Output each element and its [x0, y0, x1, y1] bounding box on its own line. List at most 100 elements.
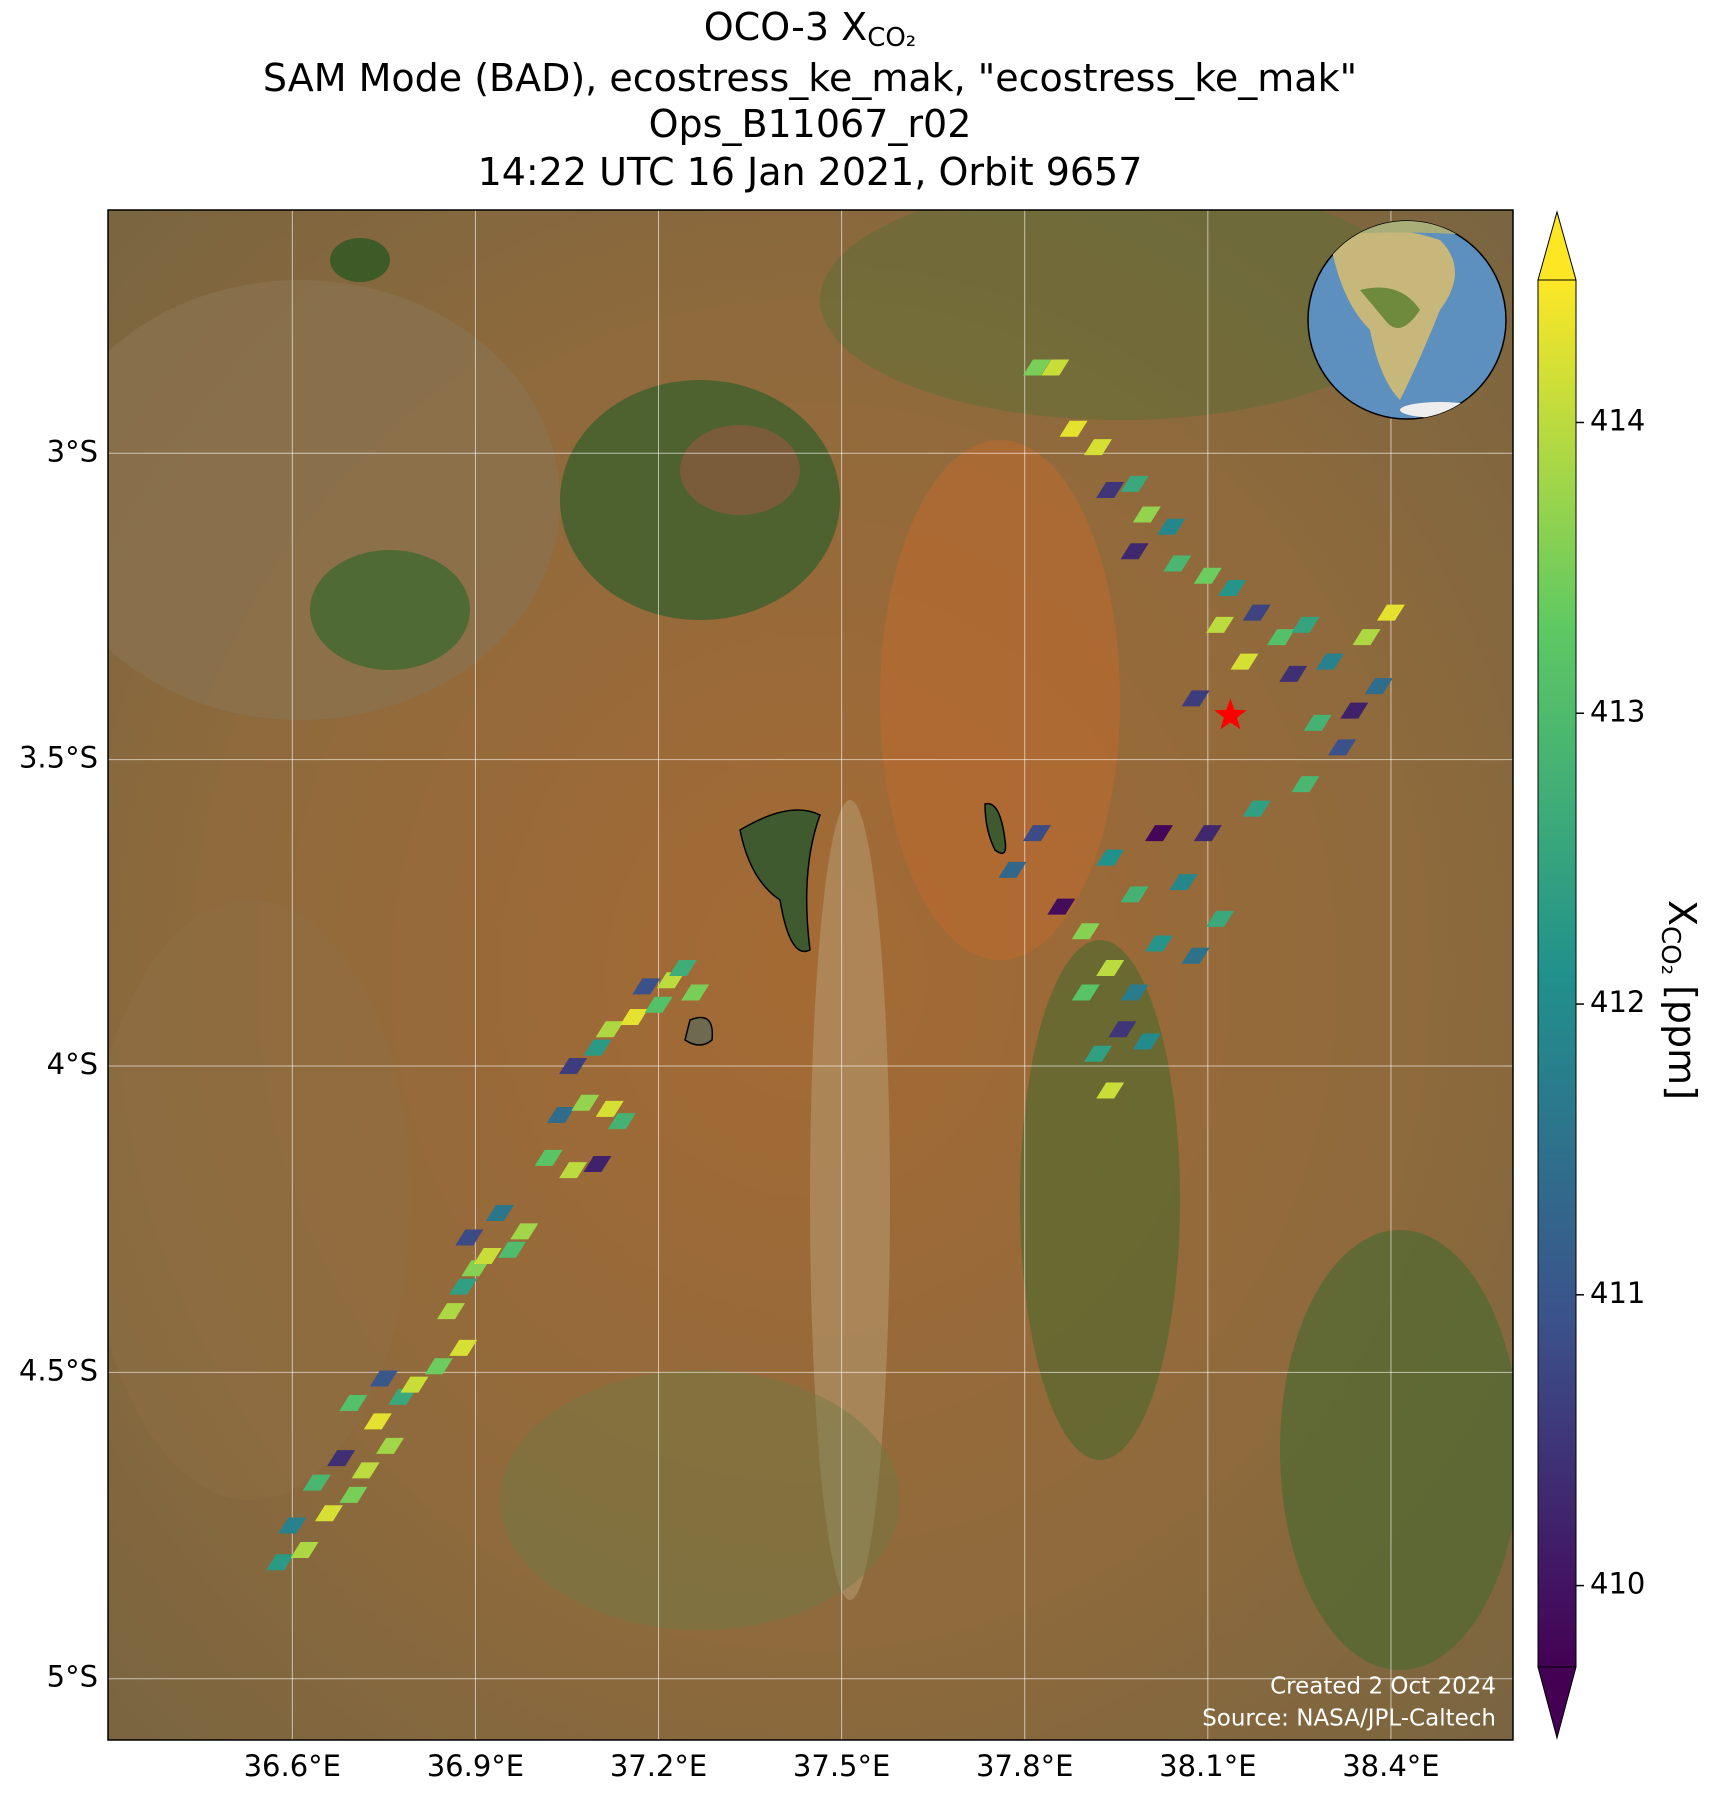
sounding [314, 1505, 343, 1522]
sounding [290, 1542, 319, 1559]
sounding [1181, 690, 1210, 707]
annotation: Created 2 Oct 2024 [1270, 1674, 1496, 1700]
sounding [1145, 825, 1174, 842]
sounding [1096, 482, 1125, 499]
sounding [1059, 420, 1088, 437]
sounding [620, 1008, 649, 1025]
sounding [1242, 604, 1271, 621]
sounding [461, 1260, 490, 1277]
sounding [546, 1107, 575, 1124]
sounding [388, 1388, 417, 1405]
sounding [1120, 475, 1149, 492]
sounding [1193, 567, 1222, 584]
sounding [1022, 825, 1051, 842]
title-text: OCO-3 X [704, 5, 867, 49]
sounding [375, 1437, 404, 1454]
colorbar-label: XCO₂ [ppm] [1656, 900, 1705, 1100]
sounding [510, 1223, 539, 1240]
sounding [632, 978, 661, 995]
sounding [998, 861, 1027, 878]
title-line: 14:22 UTC 16 Jan 2021, Orbit 9657 [478, 150, 1143, 194]
sounding [498, 1241, 527, 1258]
sounding [363, 1413, 392, 1430]
y-tick-label: 3°S [47, 434, 98, 468]
colorbar-label-subscript: CO₂ [1656, 926, 1686, 975]
title-line: Ops_B11067_r02 [649, 102, 972, 146]
sounding [1340, 702, 1369, 719]
y-tick-label: 4°S [47, 1047, 98, 1081]
sounding [1022, 359, 1051, 376]
sounding [559, 1162, 588, 1179]
title-text: Ops_B11067_r02 [649, 102, 972, 146]
colorbar-tick-label: 411 [1590, 1276, 1645, 1310]
title-text: 14:22 UTC 16 Jan 2021, Orbit 9657 [478, 150, 1143, 194]
grid [108, 210, 1513, 1740]
x-tick-label: 37.2°E [610, 1749, 707, 1783]
sounding [668, 959, 697, 976]
colorbar-extend-max [1537, 210, 1577, 281]
x-tick-label: 36.6°E [244, 1749, 341, 1783]
x-tick-label: 37.5°E [793, 1749, 890, 1783]
x-tick-label: 36.9°E [427, 1749, 524, 1783]
sounding [339, 1394, 368, 1411]
colorbar-tick-label: 413 [1590, 694, 1645, 728]
sounding [1315, 653, 1344, 670]
sounding [327, 1450, 356, 1467]
sounding [1096, 849, 1125, 866]
sounding [1218, 580, 1247, 597]
colorbar-tick-label: 410 [1590, 1567, 1645, 1601]
title-subscript: CO₂ [867, 23, 916, 53]
sounding [595, 1100, 624, 1117]
plot-frame [107, 209, 1514, 1741]
sounding [278, 1517, 307, 1534]
colorbar-label-symbol: X [1661, 900, 1705, 926]
sounding [583, 1039, 612, 1056]
sounding [1352, 629, 1381, 646]
sounding [369, 1370, 398, 1387]
sounding [351, 1462, 380, 1479]
sounding [424, 1358, 453, 1375]
target-marker [1214, 698, 1247, 730]
sounding [1083, 1045, 1112, 1062]
x-tick-label: 38.1°E [1159, 1749, 1256, 1783]
sounding [1083, 439, 1112, 456]
y-tick-label: 4.5°S [19, 1353, 98, 1387]
sounding [681, 984, 710, 1001]
y-tick-label: 5°S [47, 1660, 98, 1694]
axes: 36.6°E 36.9°E 37.2°E 37.5°E 37.8°E 38.1°E 38.4… [19, 434, 1440, 1783]
title-line: OCO-3 XCO₂ [704, 5, 916, 53]
colorbar [1537, 279, 1577, 1668]
title-line: SAM Mode (BAD), ecostress_ke_mak, "ecost… [263, 56, 1357, 100]
y-tick-label: 3.5°S [19, 741, 98, 775]
sounding [1291, 776, 1320, 793]
annotation: Source: NASA/JPL-Caltech [1202, 1706, 1496, 1732]
sounding [1230, 653, 1259, 670]
sounding [339, 1486, 368, 1503]
sounding [449, 1339, 478, 1356]
sounding [302, 1474, 331, 1491]
basemap [108, 210, 1513, 1740]
sounding [1041, 359, 1070, 376]
sounding [559, 1057, 588, 1074]
sounding [1267, 629, 1296, 646]
sounding [485, 1205, 514, 1222]
sounding [1328, 739, 1357, 756]
sounding [1303, 714, 1332, 731]
sounding [595, 1021, 624, 1038]
sounding [1145, 935, 1174, 952]
sounding [607, 1113, 636, 1130]
sounding [1071, 984, 1100, 1001]
sounding [455, 1229, 484, 1246]
colorbar-tick-label: 414 [1590, 403, 1645, 437]
x-tick-label: 37.8°E [976, 1749, 1073, 1783]
data-layer [266, 359, 1405, 1571]
sounding [449, 1278, 478, 1295]
sounding [656, 972, 685, 989]
sounding [1376, 604, 1405, 621]
sounding [1096, 959, 1125, 976]
sounding [400, 1376, 429, 1393]
sounding [1071, 923, 1100, 940]
sounding [1163, 555, 1192, 572]
sounding [644, 996, 673, 1013]
